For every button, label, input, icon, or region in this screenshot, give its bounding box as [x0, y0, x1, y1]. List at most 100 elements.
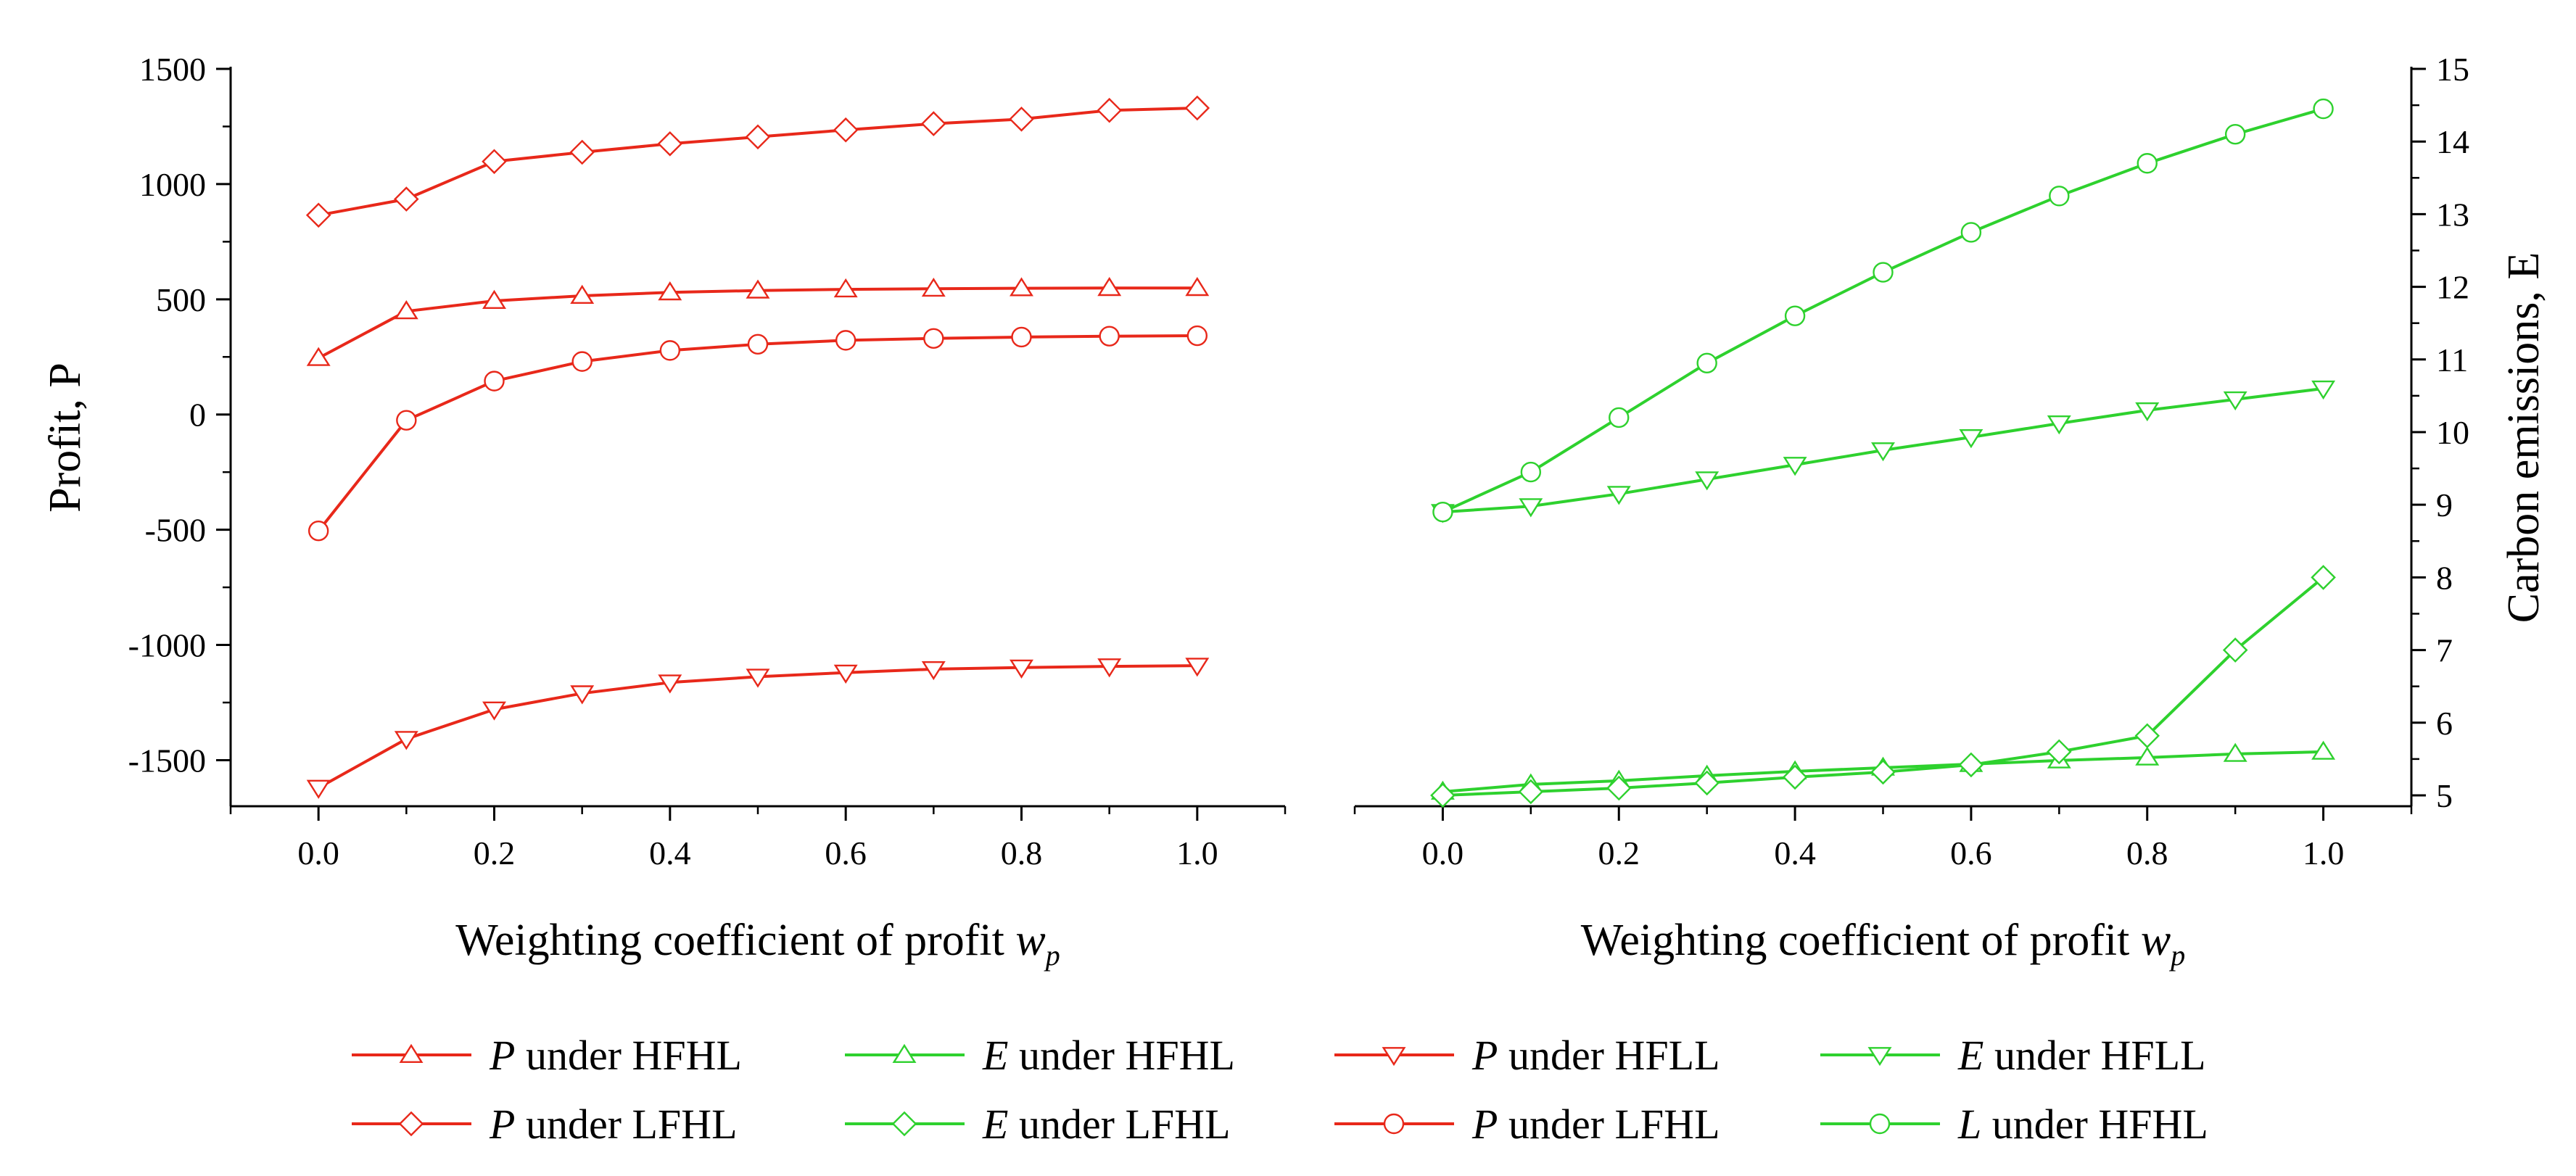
series-line: [318, 107, 1197, 217]
series-p-under-lfhl-circle: [307, 325, 1208, 542]
y-tick-label: 13: [2436, 196, 2469, 233]
legend-label: P under LFHL: [489, 1101, 738, 1148]
legend-item-6: E under LFHL: [845, 1101, 1231, 1148]
data-point: [396, 410, 417, 431]
legend-label: P under HFHL: [489, 1032, 742, 1079]
y-tick-label: 9: [2436, 486, 2453, 523]
data-point: [2311, 380, 2336, 400]
legend-item-5: P under LFHL: [352, 1101, 738, 1148]
data-point: [923, 328, 944, 349]
data-point: [1099, 326, 1120, 347]
data-point: [306, 779, 331, 799]
data-point: [2224, 123, 2246, 145]
x-tick-label: 0.0: [297, 835, 339, 871]
series-e-under-lfhl-diamond: [1430, 565, 2336, 808]
data-point: [2049, 186, 2070, 207]
data-point: [1696, 352, 1717, 373]
series-p-under-hfhl-triangle-up: [306, 276, 1210, 366]
data-point: [921, 277, 946, 297]
legend-label: E under HFHL: [982, 1032, 1235, 1079]
y-tick-label: -1000: [128, 627, 206, 664]
legend-item-4: E under HFLL: [1820, 1032, 2206, 1079]
data-point: [2047, 415, 2071, 435]
data-point: [482, 149, 507, 175]
y-tick-label: 1000: [139, 166, 206, 203]
data-point: [482, 701, 506, 721]
x-axis-title: Weighting coefficient of profit wp: [1581, 916, 2185, 972]
x-tick-label: 0.2: [474, 835, 516, 871]
data-point: [1609, 407, 1630, 428]
y-axis-title: Profit, P: [41, 363, 90, 513]
data-point: [1186, 325, 1208, 347]
legend-label: E under LFHL: [982, 1101, 1231, 1148]
data-point: [1184, 95, 1210, 121]
data-point: [2047, 739, 2072, 765]
data-point: [1783, 457, 1807, 476]
data-point: [2223, 742, 2247, 762]
x-tick-label: 0.2: [1598, 835, 1640, 871]
series-e-under-hfll-triangle-down: [1430, 380, 2336, 523]
y-tick-label: 8: [2436, 559, 2453, 596]
data-point: [1782, 764, 1808, 790]
data-point: [1430, 782, 1456, 808]
y-tick-label: 11: [2436, 341, 2468, 378]
y-tick-label: 14: [2436, 123, 2469, 160]
x-tick-label: 0.4: [1774, 835, 1816, 871]
data-point: [1010, 659, 1033, 679]
data-point: [833, 664, 858, 684]
data-point: [2313, 98, 2334, 120]
legend-item-2: E under HFHL: [845, 1032, 1235, 1079]
data-point: [1518, 779, 1544, 805]
data-point: [1185, 276, 1210, 297]
y-tick-label: 5: [2436, 777, 2453, 814]
x-tick-label: 0.8: [1001, 835, 1043, 871]
data-point: [1784, 305, 1806, 326]
y-tick-label: 500: [156, 281, 206, 318]
data-point: [1097, 276, 1122, 297]
data-point: [833, 117, 859, 143]
legend-marker-circle: [1869, 1113, 1891, 1135]
data-point: [2311, 740, 2336, 760]
data-point: [1520, 461, 1542, 483]
data-point: [306, 347, 331, 366]
x-tick-label: 1.0: [1176, 835, 1218, 871]
data-point: [747, 334, 769, 355]
data-point: [570, 284, 595, 304]
data-point: [1871, 442, 1895, 462]
data-point: [921, 661, 946, 681]
y-tick-label: -500: [145, 512, 206, 549]
data-point: [746, 279, 770, 299]
data-point: [2134, 723, 2160, 749]
data-point: [1097, 97, 1122, 123]
data-point: [2311, 565, 2336, 590]
left-chart-panel: 0.0 0.2 0.4 0.6 0.8 1.0 -1500 -1000 -500 0 500 1000…: [41, 51, 1287, 972]
data-point: [307, 521, 329, 542]
data-point: [833, 278, 858, 298]
data-point: [2137, 153, 2158, 174]
y-tick-label: 10: [2436, 414, 2469, 451]
data-point: [569, 139, 595, 165]
data-point: [1432, 502, 1453, 523]
legend-marker-triangle-up: [892, 1043, 917, 1064]
data-point: [1695, 471, 1720, 491]
legend-label: P under LFHL: [1471, 1101, 1720, 1148]
data-point: [745, 124, 771, 150]
legend-marker-triangle-down: [1867, 1047, 1892, 1067]
x-tick-label: 0.4: [649, 835, 691, 871]
data-point: [1870, 759, 1896, 785]
data-point: [657, 131, 683, 157]
data-point: [921, 111, 946, 136]
data-point: [484, 370, 505, 392]
data-point: [1009, 107, 1034, 132]
data-point: [658, 281, 682, 301]
x-tick-label: 0.8: [2126, 835, 2168, 871]
legend-label: L under HFHL: [1957, 1101, 2208, 1148]
y-tick-label: 1500: [139, 51, 206, 88]
data-point: [1606, 775, 1632, 801]
data-point: [1959, 429, 1983, 449]
data-point: [482, 289, 506, 309]
data-point: [571, 351, 593, 372]
data-point: [1606, 486, 1631, 505]
data-point: [394, 186, 419, 212]
series-line: [317, 334, 1197, 532]
